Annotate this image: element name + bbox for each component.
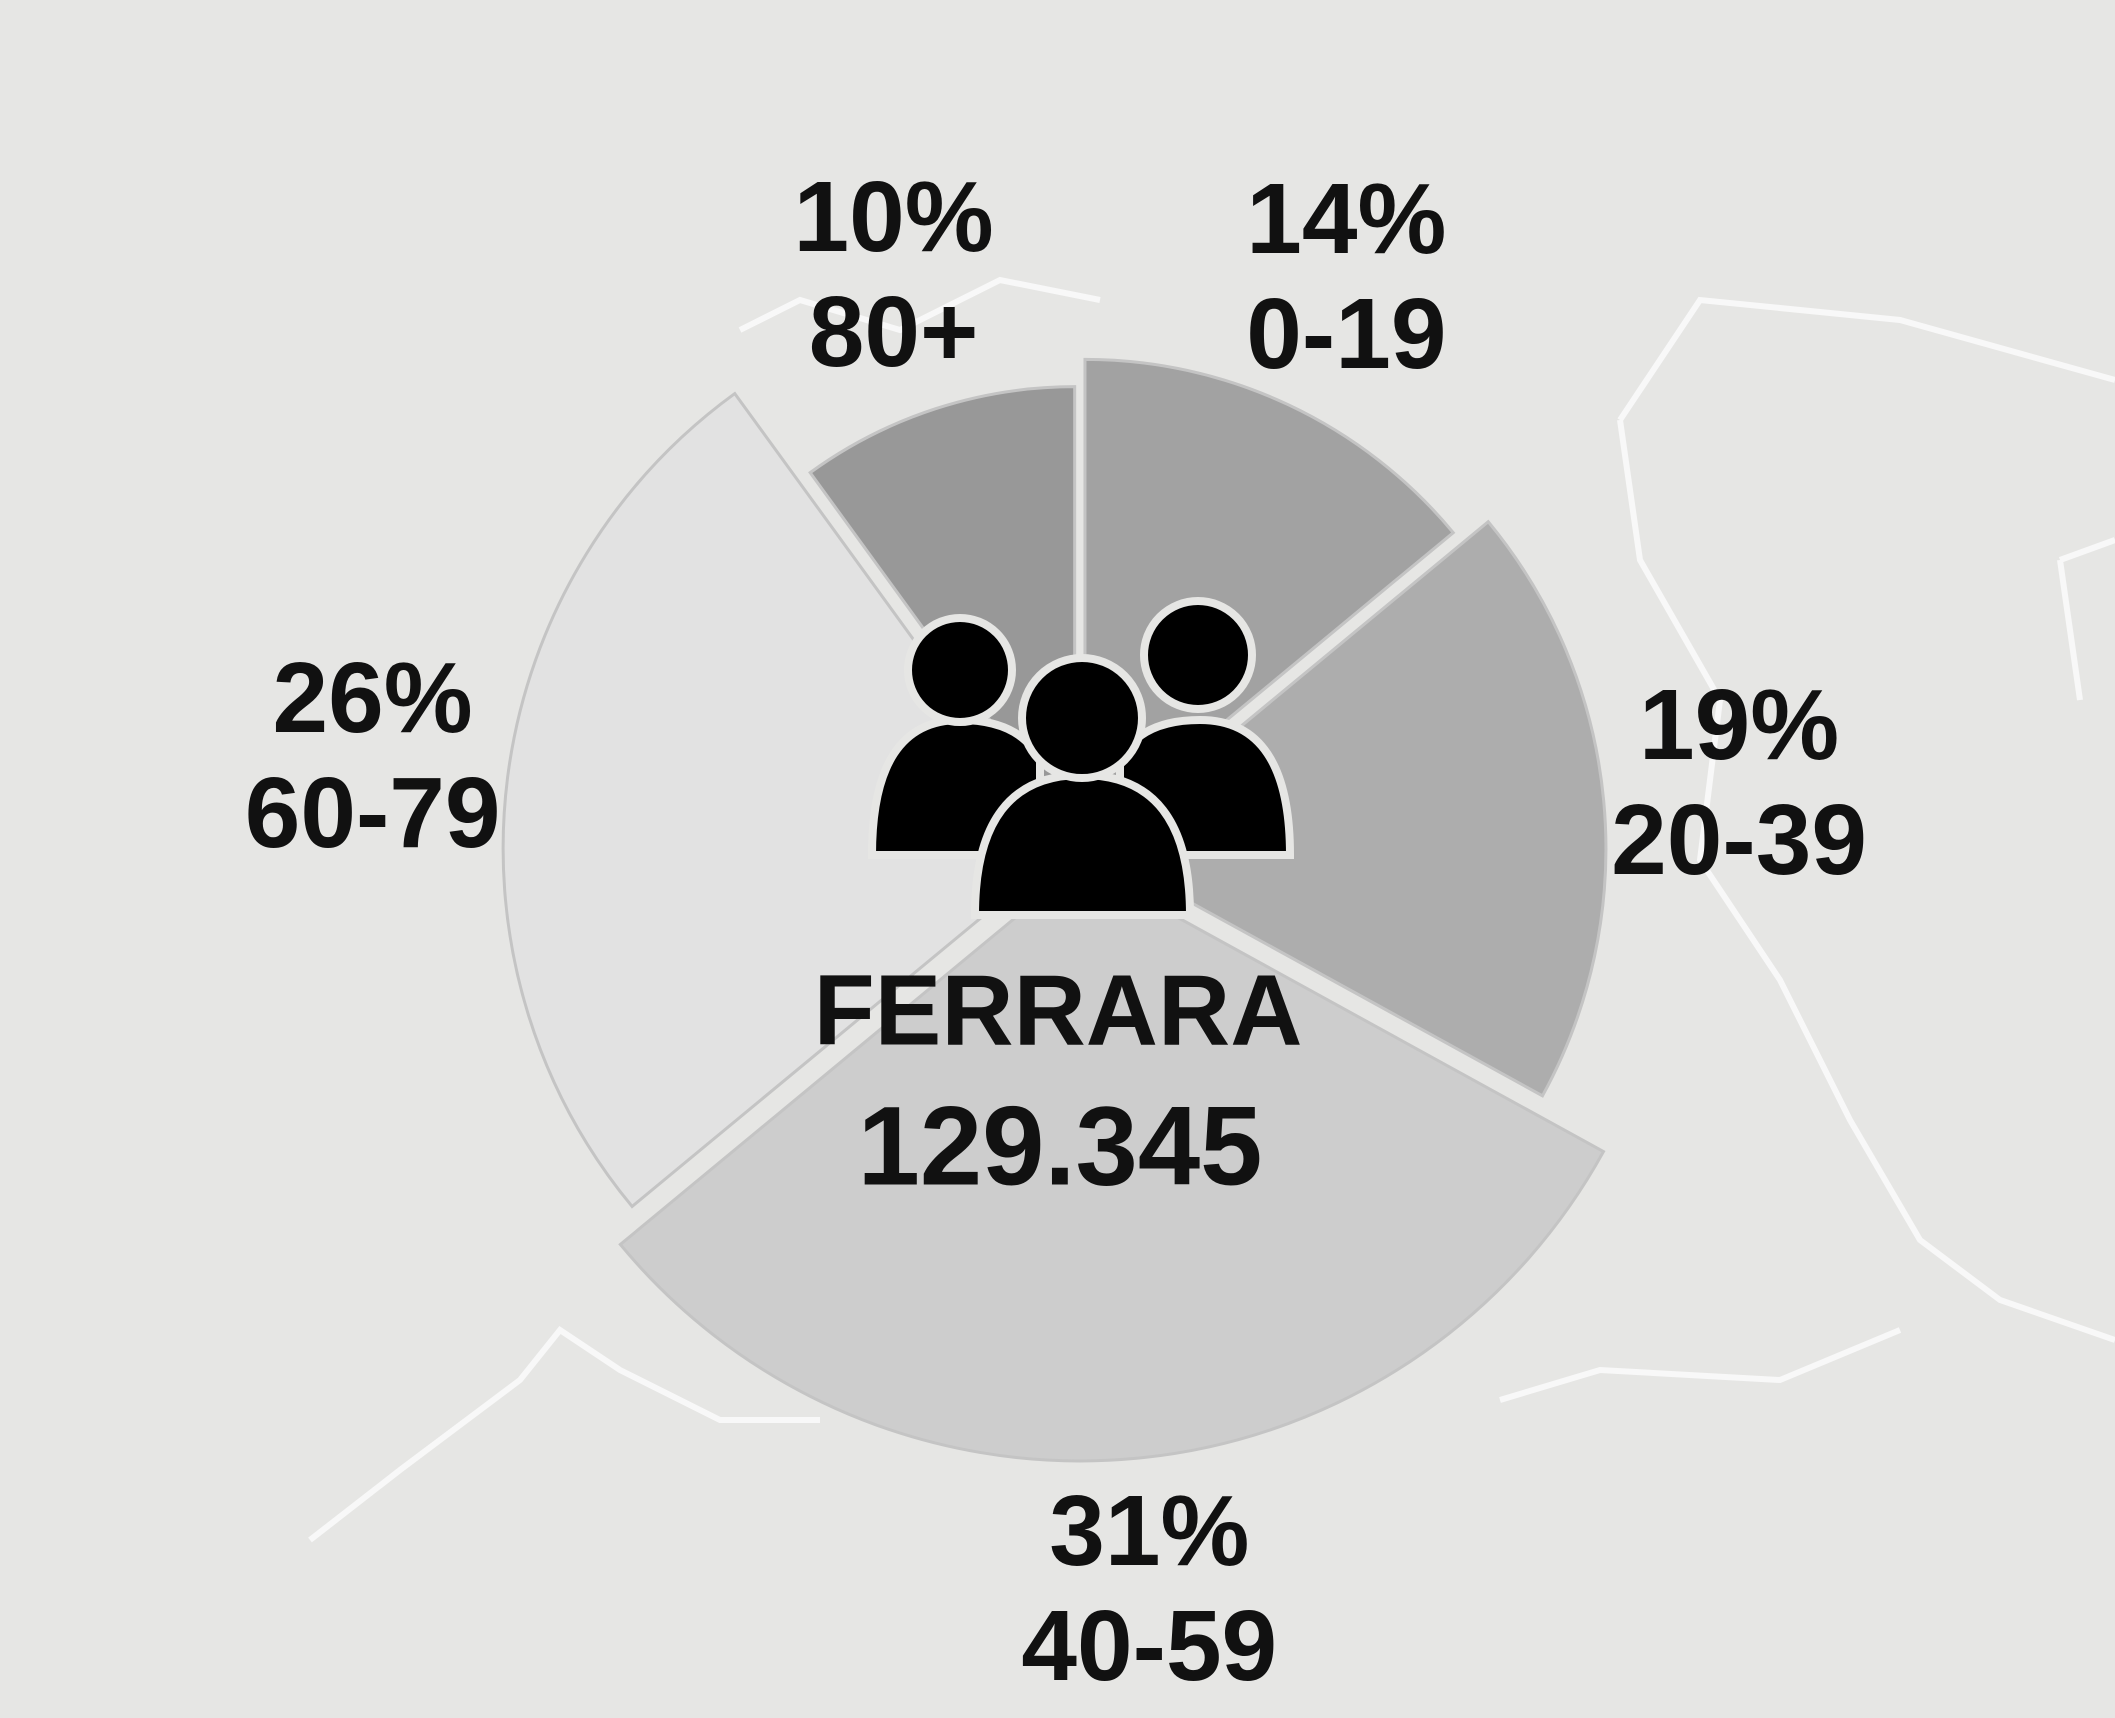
- slice: [501, 391, 1068, 1209]
- value-label: 14%: [1246, 163, 1446, 275]
- people-icon: [867, 597, 1295, 919]
- category-label: 60-79: [245, 757, 501, 869]
- center-title: FERRARA: [814, 954, 1303, 1066]
- border: [1499, 1327, 1902, 1403]
- value-label: 19%: [1639, 669, 1839, 781]
- value-label: 31%: [1049, 1475, 1249, 1587]
- person-center-head: [1018, 654, 1146, 782]
- slice: [808, 385, 1077, 842]
- slice: [618, 862, 1606, 1463]
- person-left-head: [904, 614, 1016, 726]
- border: [1617, 419, 2115, 1343]
- border: [308, 1325, 820, 1543]
- border: [1617, 296, 2115, 422]
- category-label: 80+: [809, 276, 979, 388]
- value-label: 26%: [273, 642, 473, 754]
- labels: 14%0-19 19%20-39 31%40-59 26%60-79 10%80+: [245, 161, 1867, 1702]
- slice: [1090, 519, 1608, 1098]
- border: [2057, 537, 2115, 701]
- border: [738, 276, 1101, 334]
- value-label: 10%: [794, 161, 994, 273]
- category-label: 20-39: [1611, 784, 1867, 896]
- person-right-head: [1140, 597, 1256, 713]
- map-borders: [308, 276, 2115, 1543]
- category-label: 0-19: [1246, 278, 1446, 390]
- center-value: 129.345: [858, 1084, 1263, 1209]
- category-label: 40-59: [1021, 1590, 1277, 1702]
